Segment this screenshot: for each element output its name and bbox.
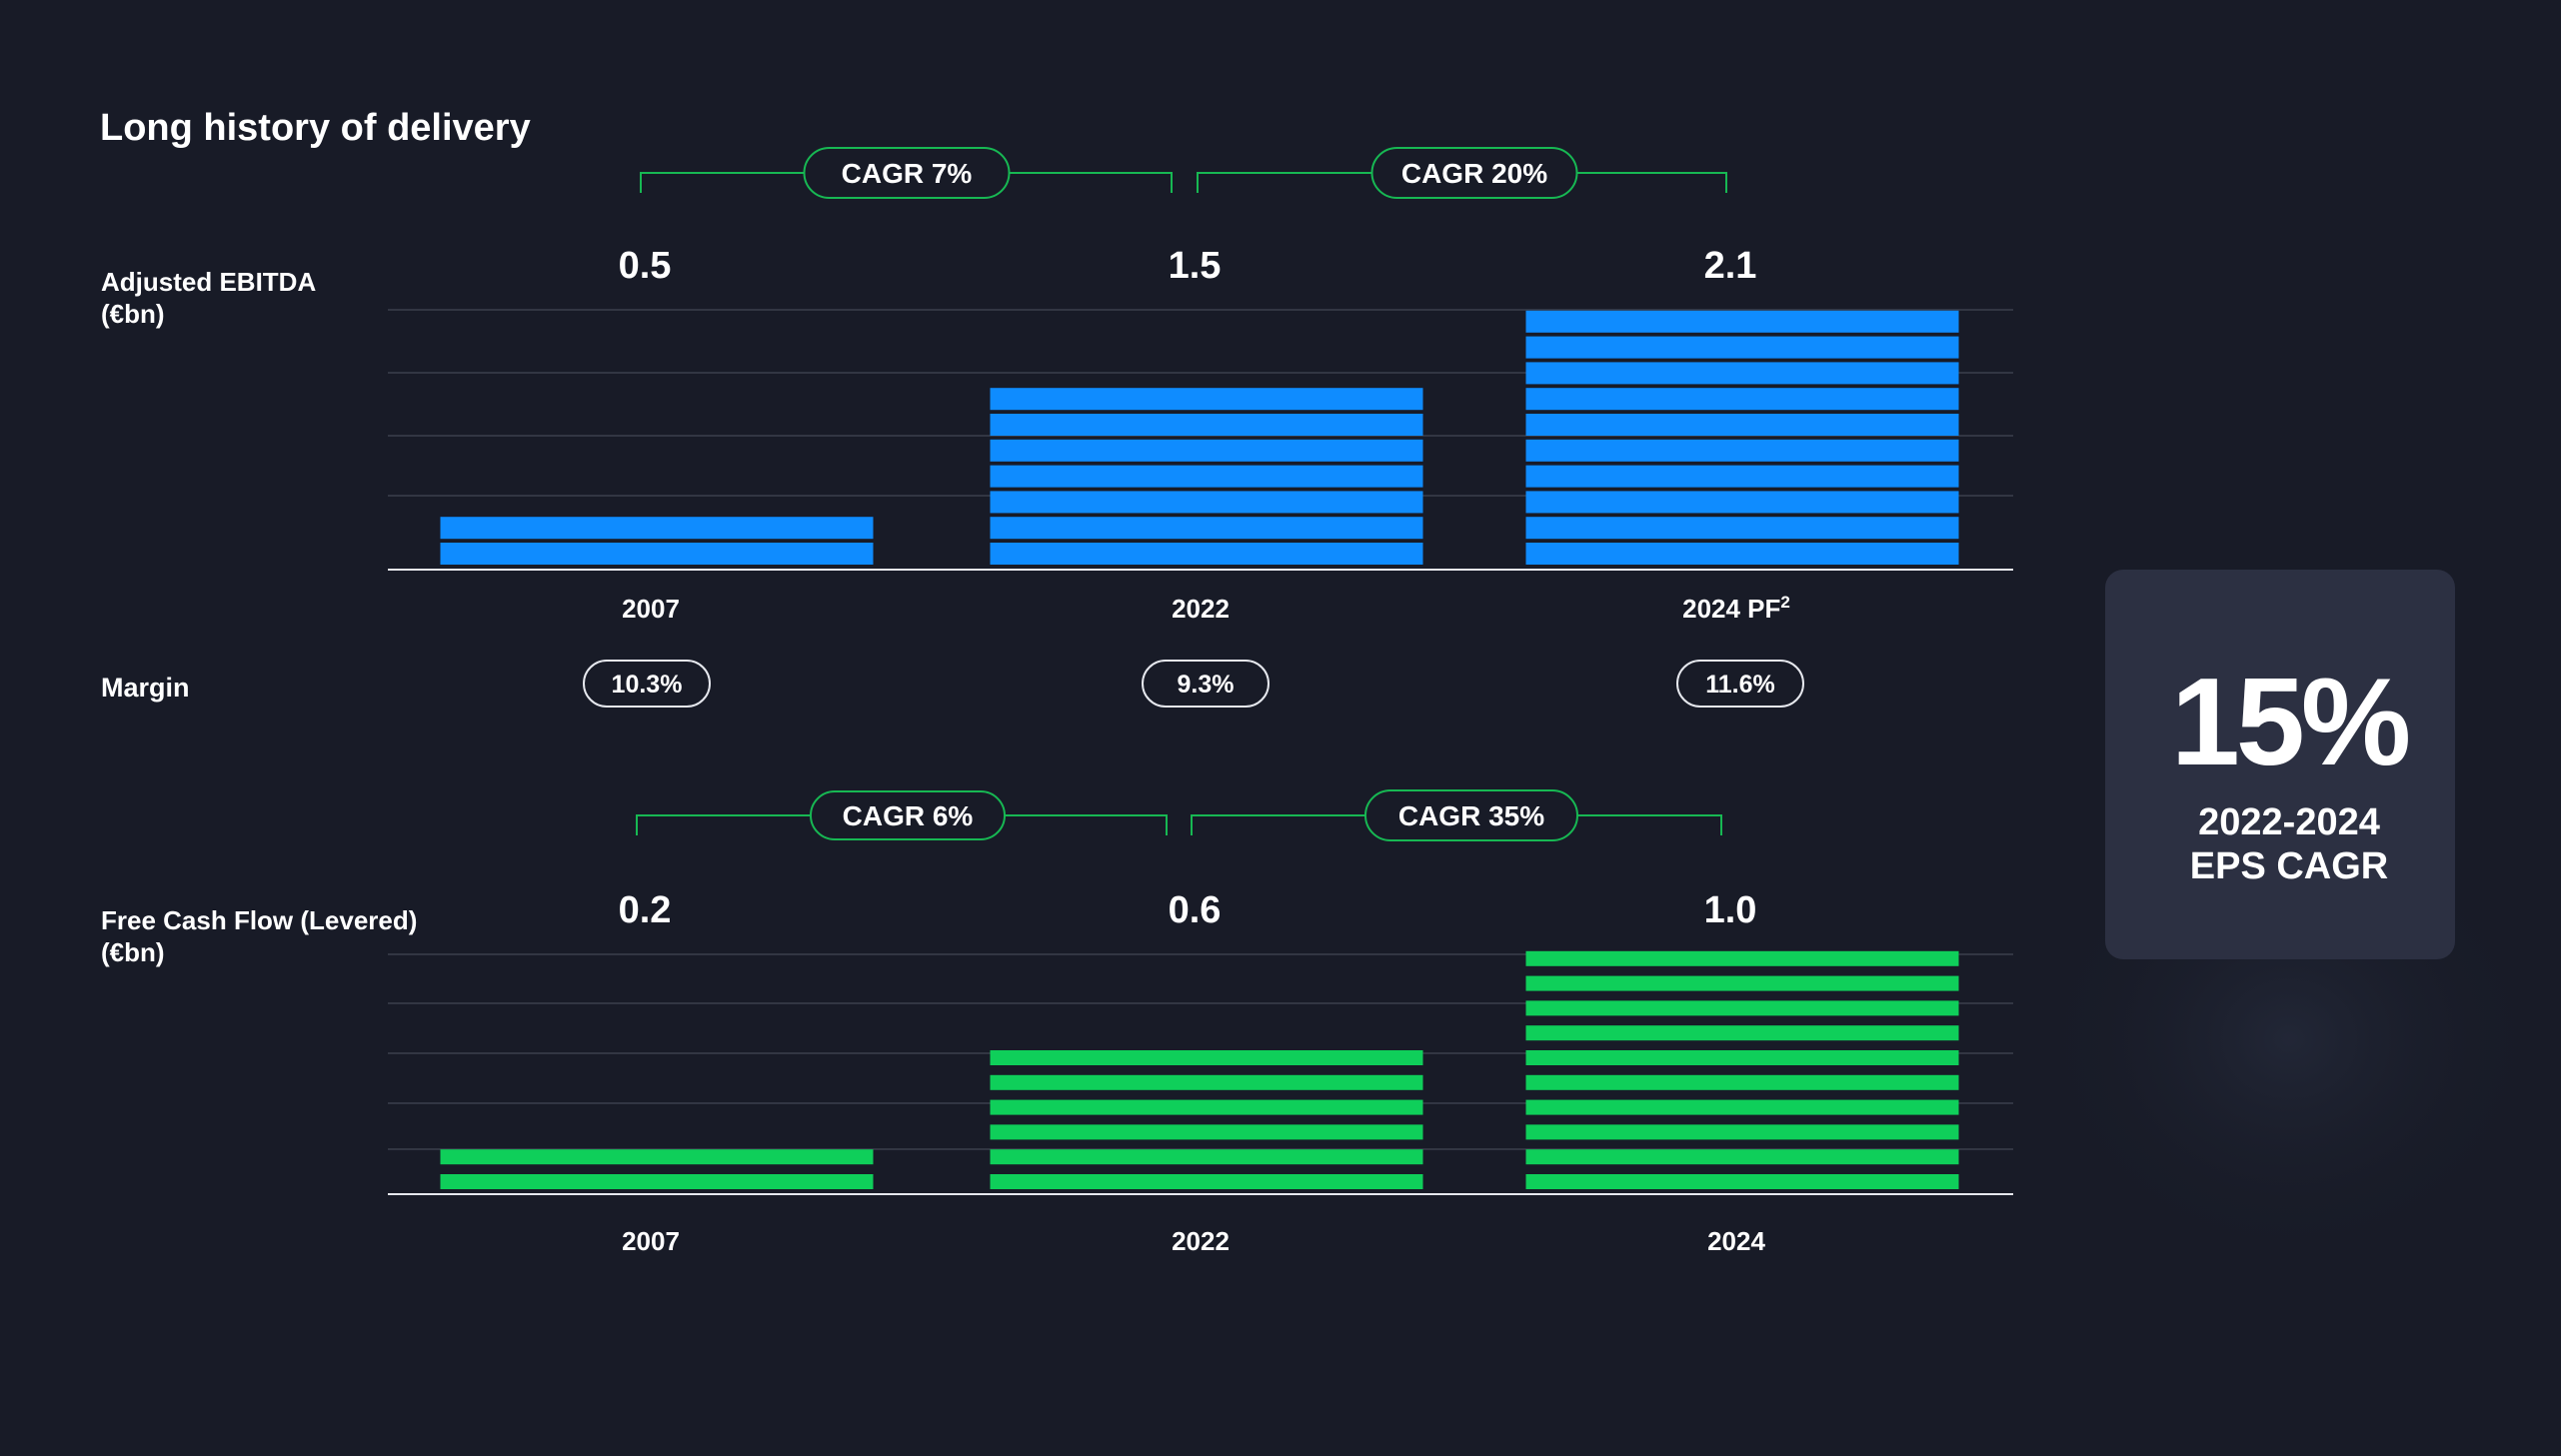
fcf-bar-segment <box>990 1149 1423 1165</box>
fcf-cagr-bracket: CAGR 35% <box>1191 789 1722 841</box>
margin-pill: 9.3% <box>1142 660 1270 708</box>
fcf-category-label: 2007 <box>622 1226 680 1256</box>
ebitda-category-label: 2022 <box>1172 594 1230 624</box>
margin-value: 9.3% <box>1178 671 1235 699</box>
ebitda-category-label: 2007 <box>622 594 680 624</box>
fcf-value-label: 0.6 <box>1169 889 1222 931</box>
ebitda-bar-segment <box>1525 517 1959 540</box>
ebitda-bar-segment <box>1525 336 1959 359</box>
ebitda-bar-segment <box>990 517 1423 540</box>
ebitda-cagr-pill <box>1370 147 1578 199</box>
fcf-bar-segment <box>990 1074 1423 1090</box>
fcf-bar-segment <box>1525 1050 1959 1065</box>
fcf-axis-label: Free Cash Flow (Levered) <box>101 905 417 935</box>
eps-cagr-period: 2022-2024 <box>2198 801 2380 843</box>
fcf-category-label: 2022 <box>1172 1226 1230 1256</box>
fcf-axis-label: (€bn) <box>101 937 165 967</box>
fcf-chart: Free Cash Flow (Levered)(€bn) 0.2 2007 0.6 2… <box>101 789 2013 1256</box>
margin-value: 11.6% <box>1705 671 1775 699</box>
fcf-cagr-label: CAGR 6% <box>843 800 974 831</box>
ebitda-bar-segment <box>990 543 1423 565</box>
ebitda-value-label: 2.1 <box>1704 245 1757 287</box>
ebitda-bar-segment <box>440 517 874 540</box>
fcf-bar-segment <box>1525 1025 1959 1041</box>
fcf-cagr-pill <box>1364 789 1578 841</box>
ebitda-bar-segment <box>990 465 1423 488</box>
ebitda-bar-segment <box>1525 543 1959 565</box>
fcf-category-text: 2022 <box>1172 1226 1230 1256</box>
fcf-category-label: 2024 <box>1707 1226 1765 1256</box>
fcf-bar-segment <box>440 1174 874 1189</box>
ebitda-cagr-label: CAGR 20% <box>1401 158 1547 189</box>
ebitda-value-label: 0.5 <box>619 245 672 287</box>
ebitda-bar-segment <box>1525 414 1959 436</box>
ebitda-category-text: 2024 PF <box>1682 594 1780 624</box>
ebitda-bar-segment <box>990 388 1423 411</box>
fcf-bar-segment <box>990 1174 1423 1189</box>
fcf-bar-segment <box>990 1050 1423 1065</box>
fcf-bar-segment <box>1525 1099 1959 1115</box>
ebitda-bar-segment <box>1525 491 1959 514</box>
margin-pill-outline <box>1676 660 1804 708</box>
fcf-category-text: 2007 <box>622 1226 680 1256</box>
fcf-bar-segment <box>990 1124 1423 1140</box>
margin-value: 10.3% <box>612 671 683 699</box>
ebitda-category-superscript: 2 <box>1780 593 1789 612</box>
margin-pill-outline <box>1142 660 1270 708</box>
ebitda-bar <box>440 517 874 565</box>
fcf-bar-segment <box>1525 975 1959 991</box>
fcf-bar-segment <box>1525 1174 1959 1189</box>
ebitda-cagr-bracket: CAGR 7% <box>640 147 1173 199</box>
fcf-bar <box>440 1149 874 1189</box>
fcf-bar-segment <box>990 1099 1423 1115</box>
fcf-bar <box>990 1050 1423 1189</box>
ebitda-cagr-label: CAGR 7% <box>842 158 973 189</box>
margin-pill: 11.6% <box>1676 660 1804 708</box>
fcf-bar-segment <box>1525 1149 1959 1165</box>
ebitda-category-text: 2007 <box>622 594 680 624</box>
ebitda-bar <box>1525 310 1959 565</box>
fcf-cagr-label: CAGR 35% <box>1398 800 1544 831</box>
page-title: Long history of delivery <box>100 107 531 149</box>
ebitda-category-label: 2024 PF2 <box>1682 593 1790 624</box>
eps-cagr-value: 15% <box>2171 654 2408 791</box>
ebitda-axis-label: Adjusted EBITDA <box>101 267 316 297</box>
ebitda-axis-label: (€bn) <box>101 299 165 329</box>
ebitda-chart: Adjusted EBITDA(€bn) 0.5 2007 1.5 2022 2.1 202… <box>101 147 2013 708</box>
fcf-bar-segment <box>1525 1074 1959 1090</box>
margin-pill-outline <box>583 660 711 708</box>
ebitda-bar-segment <box>1525 310 1959 333</box>
ebitda-bar-segment <box>990 439 1423 462</box>
fcf-value-label: 1.0 <box>1704 889 1757 931</box>
fcf-cagr-bracket: CAGR 6% <box>636 790 1168 840</box>
fcf-category-text: 2024 <box>1707 1226 1765 1256</box>
highlight-card-background <box>2105 570 2455 959</box>
ebitda-bar-segment <box>1525 439 1959 462</box>
ebitda-bar-segment <box>990 414 1423 436</box>
fcf-bar-segment <box>1525 1124 1959 1140</box>
fcf-bar-segment <box>1525 1000 1959 1016</box>
ebitda-bar-segment <box>1525 388 1959 411</box>
ebitda-bar-segment <box>990 491 1423 514</box>
fcf-bar-segment <box>440 1149 874 1165</box>
ebitda-cagr-bracket: CAGR 20% <box>1197 147 1727 199</box>
ebitda-category-text: 2022 <box>1172 594 1230 624</box>
fcf-bar-segment <box>1525 950 1959 966</box>
margin-pill: 10.3% <box>583 660 711 708</box>
ebitda-bar <box>990 388 1423 565</box>
eps-cagr-label: EPS CAGR <box>2190 845 2388 887</box>
highlight-card: 15% 2022-2024 EPS CAGR <box>2105 570 2455 959</box>
ebitda-value-label: 1.5 <box>1169 245 1222 287</box>
ebitda-bar-segment <box>1525 362 1959 385</box>
fcf-cagr-pill <box>810 790 1006 840</box>
margin-label: Margin <box>101 673 190 703</box>
ebitda-bar-segment <box>440 543 874 565</box>
fcf-bar <box>1525 950 1959 1189</box>
ebitda-cagr-pill <box>803 147 1011 199</box>
ebitda-bar-segment <box>1525 465 1959 488</box>
fcf-value-label: 0.2 <box>619 889 672 931</box>
